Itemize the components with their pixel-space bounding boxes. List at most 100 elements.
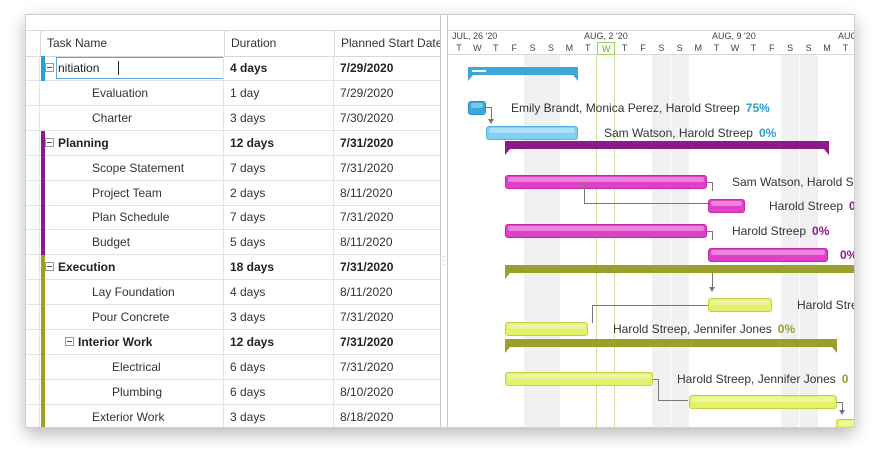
collapse-icon[interactable] — [45, 262, 54, 272]
duration-cell[interactable]: 18 days — [224, 255, 334, 280]
collapse-icon[interactable] — [65, 336, 74, 346]
task-bar-electrical[interactable] — [505, 372, 653, 386]
table-row[interactable]: Charter 3 days 7/30/2020 — [26, 105, 440, 131]
row-number-cell — [26, 80, 40, 105]
table-row[interactable]: Budget 5 days 8/11/2020 — [26, 230, 440, 256]
task-bar-budget[interactable] — [708, 248, 828, 262]
task-bar-scope-statement[interactable] — [505, 175, 707, 189]
duration-cell[interactable]: 6 days — [224, 354, 334, 379]
table-row[interactable]: Execution 18 days 7/31/2020 — [26, 255, 440, 281]
table-row[interactable]: Evaluation 1 day 7/29/2020 — [26, 80, 440, 106]
row-number-cell — [26, 255, 40, 280]
table-row[interactable]: Project Team 2 days 8/11/2020 — [26, 180, 440, 206]
start-date-cell[interactable]: 8/11/2020 — [340, 235, 393, 250]
start-date-cell[interactable]: 7/31/2020 — [340, 310, 394, 324]
duration-cell[interactable]: 7 days — [224, 155, 334, 180]
header-duration[interactable]: Duration — [224, 31, 334, 56]
task-name-cell[interactable]: Lay Foundation — [40, 280, 224, 305]
start-date-cell[interactable]: 7/29/2020 — [340, 61, 394, 75]
duration-cell[interactable]: 1 day — [224, 80, 334, 105]
start-date-cell[interactable]: 8/10/2020 — [340, 384, 394, 399]
timeline-day-label: S — [676, 43, 683, 53]
task-bar-plan-schedule[interactable] — [505, 224, 707, 238]
duration-cell[interactable]: 4 days — [224, 56, 334, 80]
task-name-cell[interactable]: Scope Statement — [40, 155, 224, 180]
table-row[interactable]: Planning 12 days 7/31/2020 — [26, 130, 440, 156]
header-start-date[interactable]: Planned Start Date — [334, 31, 440, 56]
start-date-cell[interactable]: 7/31/2020 — [340, 334, 394, 349]
summary-bar-initiation[interactable] — [468, 67, 578, 81]
task-name-cell[interactable]: Execution — [40, 255, 224, 280]
duration-cell[interactable]: 12 days — [224, 130, 334, 155]
start-date-cell[interactable]: 8/11/2020 — [340, 285, 393, 300]
start-date-cell[interactable]: 7/31/2020 — [340, 260, 394, 275]
dependency-link — [658, 379, 659, 401]
table-row[interactable]: nitiation 4 days 7/29/2020 — [26, 56, 440, 81]
duration-cell[interactable]: 3 days — [224, 105, 334, 130]
task-name-cell[interactable]: Budget — [40, 230, 224, 255]
task-name-cell[interactable]: Evaluation — [40, 80, 224, 105]
table-row[interactable]: Pour Concrete 3 days 7/31/2020 — [26, 305, 440, 330]
timeline-day-label: W — [597, 42, 616, 55]
pane-splitter[interactable] — [441, 15, 448, 427]
summary-bar-planning[interactable] — [505, 141, 829, 155]
task-name-text: Interior Work — [78, 334, 153, 349]
task-name-cell[interactable]: Interior Work — [40, 329, 224, 354]
task-bar-plumbing[interactable] — [689, 395, 837, 409]
duration-cell[interactable]: 3 days — [224, 404, 334, 427]
duration-cell[interactable]: 2 days — [224, 180, 334, 205]
task-bar-exterior-work[interactable] — [836, 419, 854, 427]
timeline-day-label: S — [547, 43, 554, 53]
start-date-cell[interactable]: 7/31/2020 — [340, 210, 394, 225]
task-name-cell[interactable]: nitiation — [40, 56, 224, 80]
task-bar-evaluation[interactable] — [468, 101, 486, 115]
task-bar-lay-foundation[interactable] — [708, 298, 772, 312]
task-bar-pour-concrete[interactable] — [505, 322, 588, 336]
start-date-cell[interactable]: 7/29/2020 — [340, 85, 394, 100]
table-row[interactable]: Electrical 6 days 7/31/2020 — [26, 354, 440, 380]
task-name-cell[interactable]: Plumbing — [40, 379, 224, 404]
table-row[interactable]: Exterior Work 3 days 8/18/2020 — [26, 404, 440, 427]
group-color-marker — [41, 130, 45, 156]
task-name-cell[interactable]: Electrical — [40, 354, 224, 379]
dependency-link — [584, 182, 585, 204]
task-name-cell[interactable]: Charter — [40, 105, 224, 130]
task-name-cell[interactable]: Project Team — [40, 180, 224, 205]
table-row[interactable]: Plan Schedule 7 days 7/31/2020 — [26, 205, 440, 231]
table-row[interactable]: Plumbing 6 days 8/10/2020 — [26, 379, 440, 405]
table-row[interactable]: Scope Statement 7 days 7/31/2020 — [26, 155, 440, 181]
task-bar-project-team[interactable] — [708, 199, 745, 213]
task-name-cell[interactable]: Pour Concrete — [40, 305, 224, 329]
header-task-name[interactable]: Task Name — [40, 31, 224, 56]
task-name-cell[interactable]: Planning — [40, 130, 224, 155]
summary-bar-execution[interactable] — [505, 265, 854, 279]
start-date-cell[interactable]: 8/18/2020 — [340, 409, 394, 424]
duration-cell[interactable]: 3 days — [224, 305, 334, 329]
row-number-cell — [26, 155, 40, 180]
start-date-cell[interactable]: 8/11/2020 — [340, 185, 393, 200]
summary-bar-interior-work[interactable] — [505, 339, 837, 353]
start-date-cell[interactable]: 7/31/2020 — [340, 359, 394, 374]
collapse-icon[interactable] — [45, 137, 54, 147]
duration-cell[interactable]: 5 days — [224, 230, 334, 255]
collapse-icon[interactable] — [45, 63, 54, 72]
start-date-cell[interactable]: 7/31/2020 — [340, 160, 394, 175]
start-date-cell[interactable]: 7/30/2020 — [340, 110, 394, 125]
duration-cell[interactable]: 4 days — [224, 280, 334, 305]
duration-cell[interactable]: 7 days — [224, 205, 334, 230]
dependency-link — [592, 305, 593, 323]
start-date-cell[interactable]: 7/31/2020 — [340, 135, 394, 150]
task-name-text: Project Team — [92, 185, 162, 200]
task-name-cell[interactable]: Plan Schedule — [40, 205, 224, 230]
splitter-grip-icon[interactable]: · · · — [442, 252, 445, 269]
task-bar-charter[interactable] — [486, 126, 578, 140]
table-row[interactable]: Lay Foundation 4 days 8/11/2020 — [26, 280, 440, 306]
task-name-editor[interactable] — [56, 57, 223, 79]
bar-label-charter: Sam Watson, Harold Streep 0% — [604, 126, 777, 140]
table-row[interactable]: Interior Work 12 days 7/31/2020 — [26, 329, 440, 355]
duration-cell[interactable]: 6 days — [224, 379, 334, 404]
duration-cell[interactable]: 12 days — [224, 329, 334, 354]
task-name-cell[interactable]: Exterior Work — [40, 404, 224, 427]
